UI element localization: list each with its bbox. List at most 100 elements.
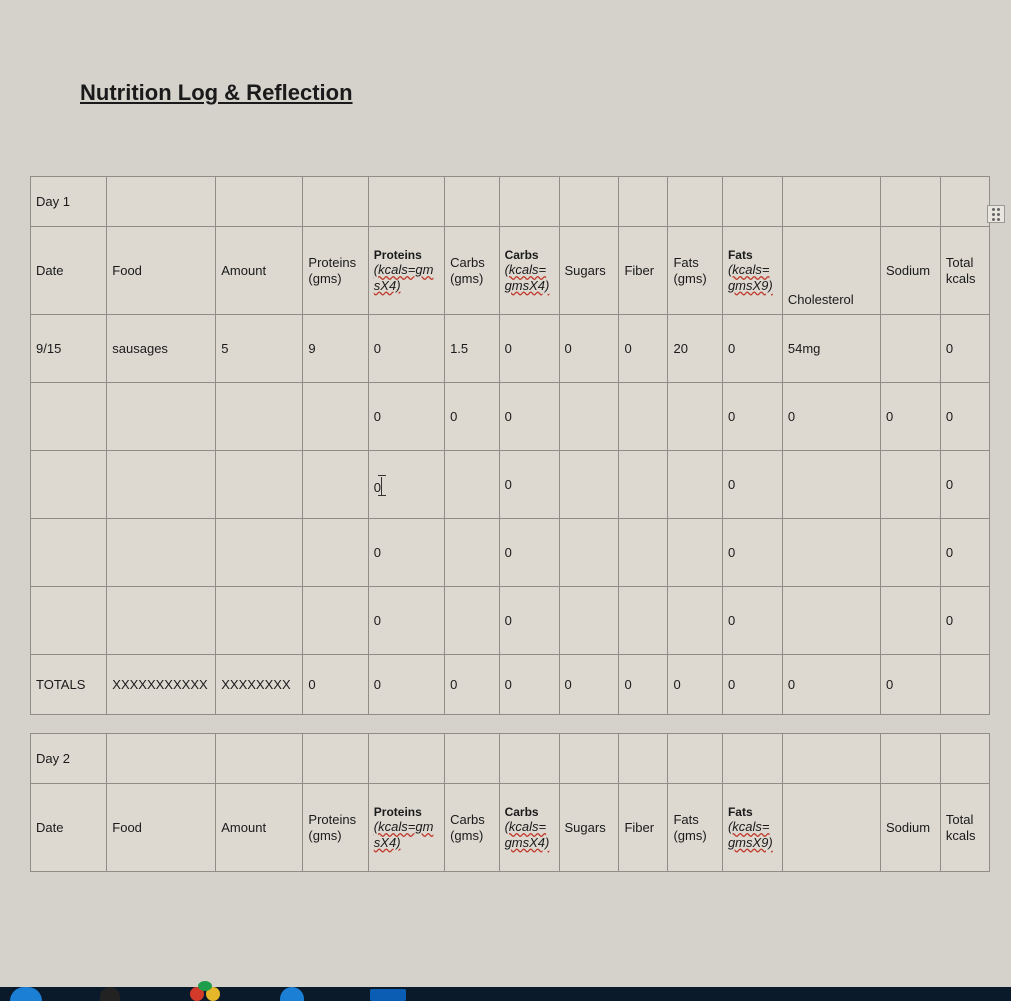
cell[interactable] <box>559 587 619 655</box>
cell[interactable]: 5 <box>216 315 303 383</box>
cell[interactable]: 0 <box>499 519 559 587</box>
cell[interactable] <box>445 587 499 655</box>
cell[interactable] <box>619 451 668 519</box>
cell[interactable]: 0 <box>940 519 989 587</box>
totals-amount-x: XXXXXXXX <box>216 655 303 715</box>
table-row[interactable]: 0000 <box>31 519 990 587</box>
cell[interactable]: 9 <box>303 315 368 383</box>
cell[interactable] <box>619 587 668 655</box>
cell[interactable] <box>107 451 216 519</box>
cell[interactable]: 0 <box>499 383 559 451</box>
taskbar-item-5[interactable] <box>370 989 406 1001</box>
cell[interactable]: 0 <box>880 383 940 451</box>
nutrition-table-day2[interactable]: Day 2 Date Food Amount Proteins (gms) Pr… <box>30 733 990 872</box>
cell[interactable]: 0 <box>722 519 782 587</box>
totals-v4: 0 <box>559 655 619 715</box>
cell[interactable]: 0 <box>940 383 989 451</box>
cell[interactable]: 0 <box>368 451 444 519</box>
cell[interactable]: 0 <box>619 315 668 383</box>
cell[interactable] <box>668 383 722 451</box>
taskbar-item-3c[interactable] <box>198 981 212 991</box>
cell[interactable]: 0 <box>445 383 499 451</box>
cell[interactable] <box>31 451 107 519</box>
totals-label: TOTALS <box>31 655 107 715</box>
cell[interactable] <box>880 519 940 587</box>
cell[interactable] <box>216 383 303 451</box>
cell[interactable]: 0 <box>722 383 782 451</box>
cell[interactable]: 0 <box>940 315 989 383</box>
cell[interactable]: 0 <box>722 587 782 655</box>
cell[interactable]: 0 <box>368 587 444 655</box>
nutrition-table-day1[interactable]: Day 1 Date Food Amount Proteins (gms) Pr… <box>30 176 990 715</box>
cell[interactable] <box>668 587 722 655</box>
cell[interactable] <box>619 519 668 587</box>
cell[interactable] <box>559 519 619 587</box>
cell[interactable] <box>303 587 368 655</box>
cell[interactable]: 0 <box>940 587 989 655</box>
cell[interactable] <box>559 451 619 519</box>
page-title: Nutrition Log & Reflection <box>80 80 991 106</box>
table-drag-handle[interactable] <box>987 205 1005 223</box>
cell[interactable]: 0 <box>782 383 880 451</box>
hdr2-chol <box>782 784 880 872</box>
cell[interactable]: 0 <box>940 451 989 519</box>
cell[interactable] <box>216 519 303 587</box>
cell[interactable] <box>303 519 368 587</box>
cell[interactable]: 0 <box>722 315 782 383</box>
cell[interactable] <box>880 587 940 655</box>
totals-v1: 0 <box>368 655 444 715</box>
cell[interactable]: 20 <box>668 315 722 383</box>
cell[interactable] <box>31 587 107 655</box>
cell[interactable]: 9/15 <box>31 315 107 383</box>
hdr-amount: Amount <box>216 227 303 315</box>
cell[interactable] <box>216 451 303 519</box>
cell[interactable]: 0 <box>499 587 559 655</box>
cell[interactable] <box>782 451 880 519</box>
cell[interactable]: 0 <box>559 315 619 383</box>
cell[interactable] <box>107 519 216 587</box>
cell[interactable] <box>668 519 722 587</box>
cell[interactable] <box>880 315 940 383</box>
cell[interactable]: 54mg <box>782 315 880 383</box>
cell[interactable] <box>31 383 107 451</box>
cell[interactable]: 0 <box>368 519 444 587</box>
cell[interactable] <box>445 451 499 519</box>
cell[interactable]: 0 <box>722 451 782 519</box>
cell[interactable] <box>619 383 668 451</box>
totals-v3: 0 <box>499 655 559 715</box>
cell[interactable] <box>303 383 368 451</box>
table-row[interactable]: 0000 <box>31 451 990 519</box>
cell[interactable] <box>107 383 216 451</box>
cell[interactable] <box>782 587 880 655</box>
taskbar-item-4[interactable] <box>280 987 304 1001</box>
cell[interactable] <box>303 451 368 519</box>
cell[interactable]: 0 <box>499 315 559 383</box>
cell[interactable] <box>880 451 940 519</box>
cell[interactable] <box>782 519 880 587</box>
hdr-proteins-g: Proteins (gms) <box>303 227 368 315</box>
hdr2-carbs-g: Carbs (gms) <box>445 784 499 872</box>
hdr-carbs-g: Carbs (gms) <box>445 227 499 315</box>
table-row[interactable]: 9/15sausages5901.500020054mg0 <box>31 315 990 383</box>
taskbar-item-2[interactable] <box>100 987 120 1001</box>
cell[interactable]: 0 <box>368 383 444 451</box>
cell[interactable] <box>445 519 499 587</box>
cell[interactable] <box>31 519 107 587</box>
hdr2-fats-g: Fats (gms) <box>668 784 722 872</box>
cell[interactable]: 1.5 <box>445 315 499 383</box>
taskbar[interactable] <box>0 987 1011 1001</box>
table-row[interactable]: 0000000 <box>31 383 990 451</box>
hdr2-fats-kcal: Fats (kcals= gmsX9) <box>722 784 782 872</box>
table-row[interactable]: 0000 <box>31 587 990 655</box>
hdr-fats-kcal: Fats (kcals= gmsX9) <box>722 227 782 315</box>
hdr-carbs-kcal: Carbs (kcals= gmsX4) <box>499 227 559 315</box>
cell[interactable]: 0 <box>368 315 444 383</box>
cell[interactable]: 0 <box>499 451 559 519</box>
taskbar-item-1[interactable] <box>10 987 42 1001</box>
cell[interactable] <box>216 587 303 655</box>
cell[interactable] <box>107 587 216 655</box>
cell[interactable]: sausages <box>107 315 216 383</box>
cell[interactable] <box>668 451 722 519</box>
cell[interactable] <box>559 383 619 451</box>
hdr-proteins-kcal: Proteins (kcals=gm sX4) <box>368 227 444 315</box>
